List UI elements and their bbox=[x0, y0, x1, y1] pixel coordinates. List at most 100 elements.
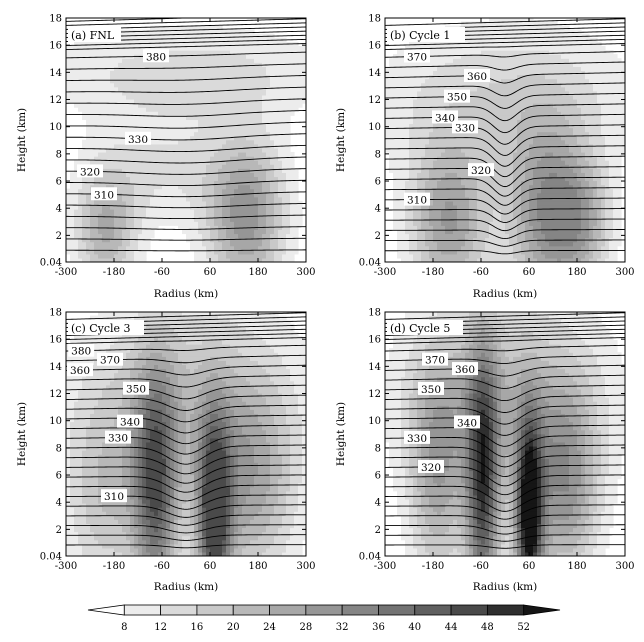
shade-cell bbox=[489, 151, 494, 157]
shade-cell bbox=[146, 151, 151, 157]
shade-cell bbox=[138, 123, 143, 129]
shade-cell bbox=[266, 143, 271, 149]
shade-cell bbox=[202, 135, 207, 141]
shade-cell bbox=[449, 257, 454, 262]
shade-cell bbox=[290, 233, 295, 239]
shade-cell bbox=[118, 213, 123, 218]
shade-cell bbox=[234, 94, 239, 100]
shade-cell bbox=[198, 50, 203, 55]
shade-cell bbox=[489, 229, 494, 235]
shade-cell bbox=[254, 253, 259, 259]
shade-cell bbox=[489, 127, 494, 133]
shade-cell bbox=[246, 257, 251, 262]
shade-cell bbox=[290, 54, 295, 59]
shade-cell bbox=[461, 50, 466, 55]
shade-cell bbox=[473, 54, 478, 59]
shade-cell bbox=[457, 204, 462, 210]
shade-cell bbox=[258, 196, 263, 202]
shade-cell bbox=[170, 147, 175, 153]
shade-cell bbox=[130, 160, 135, 165]
shade-cell bbox=[114, 115, 119, 120]
shade-cell bbox=[134, 160, 139, 165]
shade-cell bbox=[98, 257, 103, 262]
shade-cell bbox=[86, 143, 91, 149]
shade-cell bbox=[397, 184, 402, 190]
shade-cell bbox=[170, 115, 175, 120]
shade-cell bbox=[389, 94, 394, 100]
shade-cell bbox=[146, 147, 151, 153]
shade-cell bbox=[425, 82, 430, 88]
shade-cell bbox=[509, 62, 514, 67]
shade-cell bbox=[142, 70, 147, 76]
y-tick-label: 0.04 bbox=[40, 258, 62, 269]
shade-cell bbox=[421, 188, 426, 194]
shade-cell bbox=[206, 135, 211, 141]
shade-cell bbox=[154, 172, 159, 178]
shade-cell bbox=[417, 184, 422, 190]
shade-cell bbox=[465, 131, 470, 137]
shade-cell bbox=[66, 221, 71, 226]
shade-cell bbox=[405, 127, 410, 133]
shade-cell bbox=[405, 217, 410, 222]
shade-cell bbox=[493, 221, 498, 226]
contour-line bbox=[66, 179, 306, 187]
shade-cell bbox=[473, 204, 478, 210]
shade-cell bbox=[206, 221, 211, 226]
shade-cell bbox=[449, 123, 454, 129]
shade-cell bbox=[389, 107, 394, 112]
shade-cell bbox=[433, 58, 438, 63]
shade-cell bbox=[134, 241, 139, 247]
shade-cell bbox=[226, 74, 231, 80]
shade-cell bbox=[246, 184, 251, 190]
shade-cell bbox=[445, 58, 450, 63]
shade-cell bbox=[106, 168, 111, 173]
shade-cell bbox=[182, 25, 187, 31]
shade-cell bbox=[417, 111, 422, 116]
shade-cell bbox=[270, 249, 275, 255]
shade-cell bbox=[485, 249, 490, 255]
shade-cell bbox=[222, 168, 227, 173]
shade-cell bbox=[94, 237, 99, 243]
shade-cell bbox=[405, 237, 410, 243]
shade-cell bbox=[274, 168, 279, 173]
shade-cell bbox=[190, 188, 195, 194]
shade-cell bbox=[134, 204, 139, 210]
shade-cell bbox=[262, 213, 267, 218]
shade-cell bbox=[505, 29, 510, 35]
shade-cell bbox=[449, 45, 454, 51]
shade-cell bbox=[194, 135, 199, 141]
shade-cell bbox=[465, 168, 470, 173]
shade-cell bbox=[445, 78, 450, 84]
shade-cell bbox=[437, 253, 442, 259]
shade-cell bbox=[214, 213, 219, 218]
shade-cell bbox=[70, 94, 75, 100]
shade-cell bbox=[110, 176, 115, 182]
shade-cell bbox=[110, 58, 115, 63]
shade-cell bbox=[126, 119, 131, 125]
shade-cell bbox=[90, 200, 95, 206]
shade-cell bbox=[270, 253, 275, 259]
shade-cell bbox=[405, 213, 410, 218]
shade-cell bbox=[158, 86, 163, 92]
shade-cell bbox=[190, 225, 195, 230]
shade-cell bbox=[182, 176, 187, 182]
shade-cell bbox=[146, 172, 151, 178]
shade-cell bbox=[421, 151, 426, 157]
shade-cell bbox=[489, 123, 494, 129]
shade-cell bbox=[489, 62, 494, 67]
contour-line bbox=[66, 237, 306, 241]
shade-cell bbox=[114, 176, 119, 182]
shade-cell bbox=[150, 143, 155, 149]
shade-cell bbox=[174, 33, 179, 39]
shade-cell bbox=[409, 204, 414, 210]
shade-cell bbox=[298, 103, 303, 108]
shade-cell bbox=[489, 156, 494, 161]
shade-cell bbox=[186, 111, 191, 116]
shade-cell bbox=[78, 45, 83, 51]
shade-cell bbox=[146, 168, 151, 173]
shade-cell bbox=[114, 139, 119, 145]
shade-cell bbox=[433, 237, 438, 243]
shade-cell bbox=[250, 90, 255, 96]
shade-cell bbox=[110, 86, 115, 92]
shade-cell bbox=[485, 221, 490, 226]
